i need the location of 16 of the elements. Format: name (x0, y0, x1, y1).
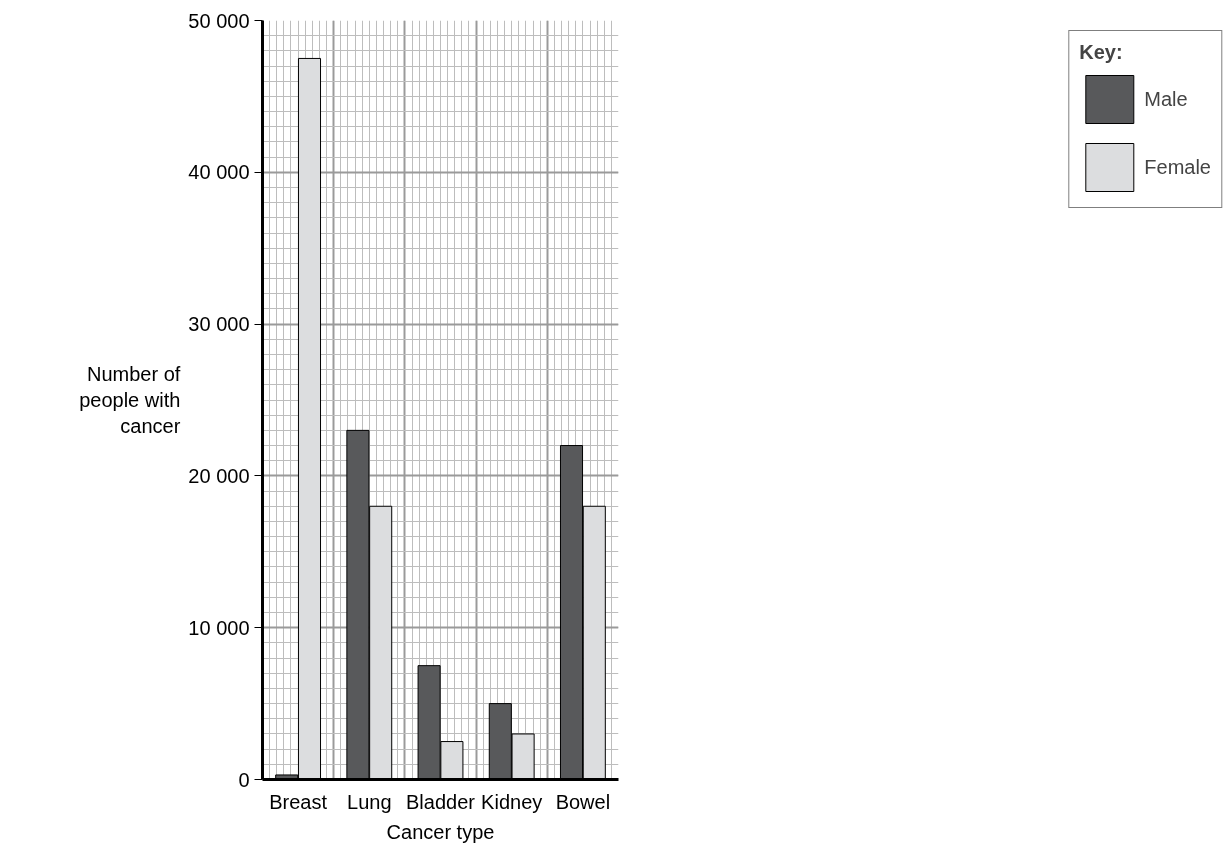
x-tick-label: Lung (347, 790, 392, 813)
y-tick-label: 20 000 (188, 464, 250, 487)
y-tick-label: 50 000 (188, 9, 250, 32)
x-tick-label: Bladder (406, 790, 476, 813)
x-axis-title: Cancer type (386, 820, 495, 843)
y-tick-label: 30 000 (188, 313, 250, 336)
x-tick-label: Kidney (481, 790, 543, 813)
x-tick-label: Bowel (555, 790, 611, 813)
legend-label: Female (1144, 155, 1211, 179)
legend-title: Key: (1079, 41, 1124, 64)
y-tick-label: 0 (238, 768, 250, 791)
legend-label: Male (1144, 87, 1188, 111)
y-tick-label: 40 000 (188, 161, 250, 184)
y-tick-label: 10 000 (188, 616, 250, 639)
x-tick-label: Breast (269, 790, 328, 813)
y-axis-title: Number of people with cancer (79, 362, 181, 438)
